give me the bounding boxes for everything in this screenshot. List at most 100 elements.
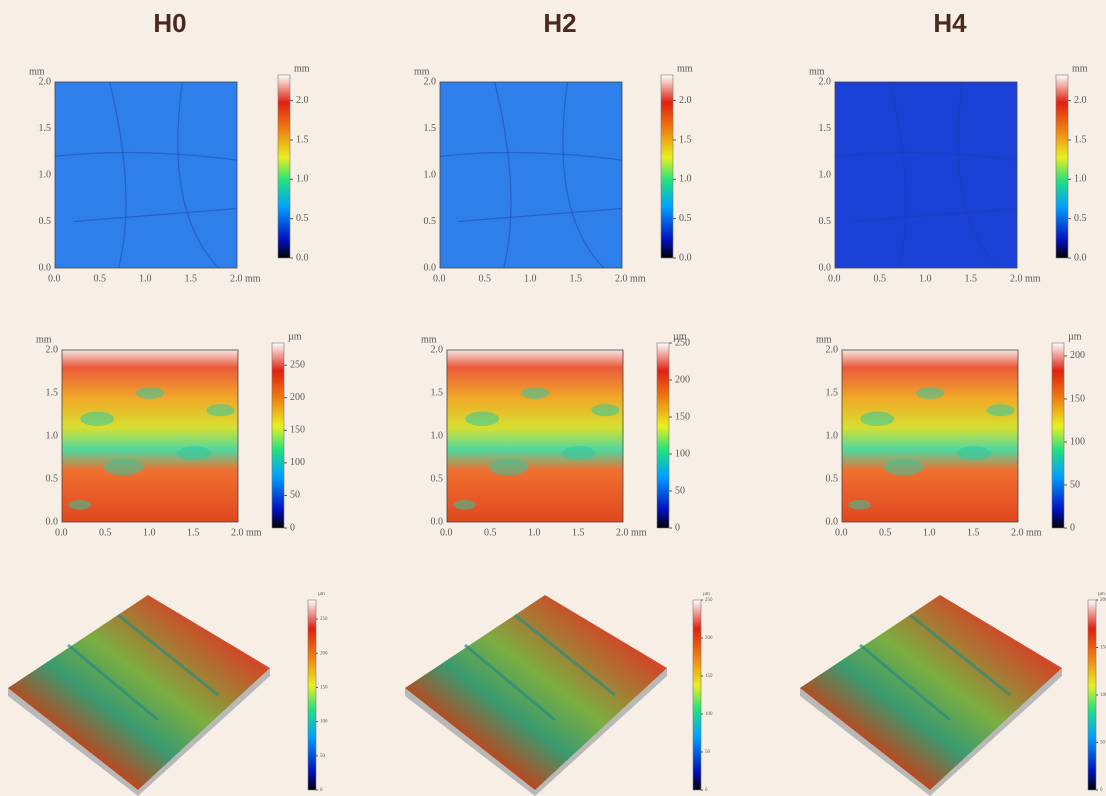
colorbar-tick-label: 0.5 bbox=[679, 213, 692, 224]
colorbar-tick-label: 250 bbox=[290, 359, 305, 370]
x-tick-label: 0.0 bbox=[835, 527, 848, 538]
colorbar-tick-label: 150 bbox=[320, 686, 328, 691]
colorbar bbox=[693, 600, 701, 790]
colorbar bbox=[657, 343, 669, 528]
colorbar-tick-label: 0.0 bbox=[679, 252, 692, 263]
colorbar bbox=[308, 600, 316, 790]
colorbar-tick-label: 200 bbox=[705, 636, 713, 641]
y-tick-label: 0.5 bbox=[431, 473, 444, 484]
colorbar-tick-label: 100 bbox=[705, 712, 713, 717]
x-tick-label: 0.5 bbox=[874, 273, 887, 284]
colorbar-tick-label: 200 bbox=[290, 392, 305, 403]
colorbar-tick-label: 1.5 bbox=[1074, 134, 1087, 145]
x-tick-label: 0.0 bbox=[55, 527, 68, 538]
y-tick-label: 0.0 bbox=[424, 262, 437, 273]
colorbar-tick-label: 200 bbox=[1070, 350, 1085, 361]
x-tick-label: 2.0 mm bbox=[1011, 527, 1042, 538]
height-map bbox=[447, 350, 623, 522]
y-tick-label: 0.0 bbox=[819, 262, 832, 273]
x-tick-label: 1.0 bbox=[923, 527, 936, 538]
colorbar-tick-label: 150 bbox=[290, 425, 305, 436]
y-tick-label: 0.0 bbox=[826, 516, 839, 527]
colorbar-tick-label: 50 bbox=[675, 485, 685, 496]
colorbar-tick-label: 200 bbox=[675, 374, 690, 385]
colorbar-tick-label: 250 bbox=[675, 337, 690, 348]
colorbar-unit: µm bbox=[318, 592, 325, 597]
x-tick-label: 1.5 bbox=[570, 273, 583, 284]
y-tick-label: 2.0 bbox=[431, 344, 444, 355]
x-tick-label: 0.0 bbox=[440, 527, 453, 538]
colorbar bbox=[1056, 75, 1068, 258]
y-tick-label: 1.0 bbox=[46, 430, 59, 441]
colorbar bbox=[661, 75, 673, 258]
x-tick-label: 2.0 mm bbox=[615, 273, 646, 284]
height-map bbox=[440, 82, 622, 268]
y-tick-label: 1.0 bbox=[826, 430, 839, 441]
colorbar-tick-label: 2.0 bbox=[1074, 95, 1087, 106]
colorbar-tick-label: 50 bbox=[320, 754, 326, 759]
colorbar bbox=[272, 343, 284, 528]
valley bbox=[957, 446, 991, 460]
figure: H0mm0.00.51.01.52.0 mm0.00.51.01.52.0mm0… bbox=[0, 0, 1106, 796]
y-tick-label: 0.0 bbox=[46, 516, 59, 527]
surface-3d bbox=[800, 595, 1062, 790]
colorbar-unit: µm bbox=[288, 331, 302, 342]
y-tick-label: 2.0 bbox=[424, 76, 437, 87]
colorbar-tick-label: 50 bbox=[1070, 479, 1080, 490]
y-tick-label: 1.5 bbox=[424, 123, 437, 134]
colorbar-tick-label: 150 bbox=[1100, 646, 1106, 651]
x-tick-label: 1.5 bbox=[965, 273, 978, 284]
x-tick-label: 1.5 bbox=[187, 527, 200, 538]
x-tick-label: 0.0 bbox=[433, 273, 446, 284]
y-tick-label: 0.5 bbox=[46, 473, 59, 484]
y-tick-label: 0.5 bbox=[819, 216, 832, 227]
y-tick-label: 0.5 bbox=[39, 216, 52, 227]
colorbar-tick-label: 1.5 bbox=[679, 134, 692, 145]
valley bbox=[136, 387, 164, 399]
colorbar-tick-label: 50 bbox=[705, 750, 711, 755]
surface-3d bbox=[8, 595, 270, 790]
colorbar-unit: µm bbox=[1068, 331, 1082, 342]
valley bbox=[860, 412, 894, 426]
x-tick-label: 0.5 bbox=[99, 527, 112, 538]
x-tick-label: 0.5 bbox=[484, 527, 497, 538]
x-tick-label: 1.5 bbox=[572, 527, 585, 538]
valley bbox=[177, 446, 211, 460]
x-tick-label: 1.0 bbox=[139, 273, 152, 284]
colorbar-tick-label: 0 bbox=[320, 788, 323, 793]
x-tick-label: 2.0 mm bbox=[230, 273, 261, 284]
colorbar-tick-label: 100 bbox=[1100, 693, 1106, 698]
colorbar bbox=[278, 75, 290, 258]
y-tick-label: 1.5 bbox=[46, 387, 59, 398]
x-tick-label: 1.0 bbox=[528, 527, 541, 538]
height-map bbox=[835, 82, 1017, 268]
y-tick-label: 0.5 bbox=[826, 473, 839, 484]
colorbar-tick-label: 0 bbox=[290, 522, 295, 533]
valley bbox=[453, 500, 476, 510]
surface-3d bbox=[405, 595, 667, 790]
valley bbox=[68, 500, 91, 510]
valley bbox=[562, 446, 596, 460]
column-title: H0 bbox=[153, 8, 186, 38]
y-tick-label: 2.0 bbox=[819, 76, 832, 87]
colorbar-tick-label: 100 bbox=[290, 457, 305, 468]
y-tick-label: 1.5 bbox=[431, 387, 444, 398]
valley bbox=[104, 459, 143, 476]
y-tick-label: 2.0 bbox=[39, 76, 52, 87]
colorbar-tick-label: 100 bbox=[1070, 436, 1085, 447]
colorbar-tick-label: 2.0 bbox=[679, 95, 692, 106]
colorbar-tick-label: 100 bbox=[320, 720, 328, 725]
colorbar-unit: µm bbox=[703, 592, 710, 597]
colorbar-tick-label: 0.0 bbox=[1074, 252, 1087, 263]
x-tick-label: 1.5 bbox=[967, 527, 980, 538]
colorbar-tick-label: 0 bbox=[1100, 788, 1103, 793]
y-tick-label: 0.0 bbox=[431, 516, 444, 527]
colorbar-unit: µm bbox=[1098, 592, 1105, 597]
x-tick-label: 1.0 bbox=[919, 273, 932, 284]
valley bbox=[986, 404, 1014, 416]
colorbar-tick-label: 1.0 bbox=[679, 174, 692, 185]
y-tick-label: 1.5 bbox=[39, 123, 52, 134]
colorbar-tick-label: 250 bbox=[320, 617, 328, 622]
colorbar-tick-label: 150 bbox=[1070, 393, 1085, 404]
valley bbox=[206, 404, 234, 416]
